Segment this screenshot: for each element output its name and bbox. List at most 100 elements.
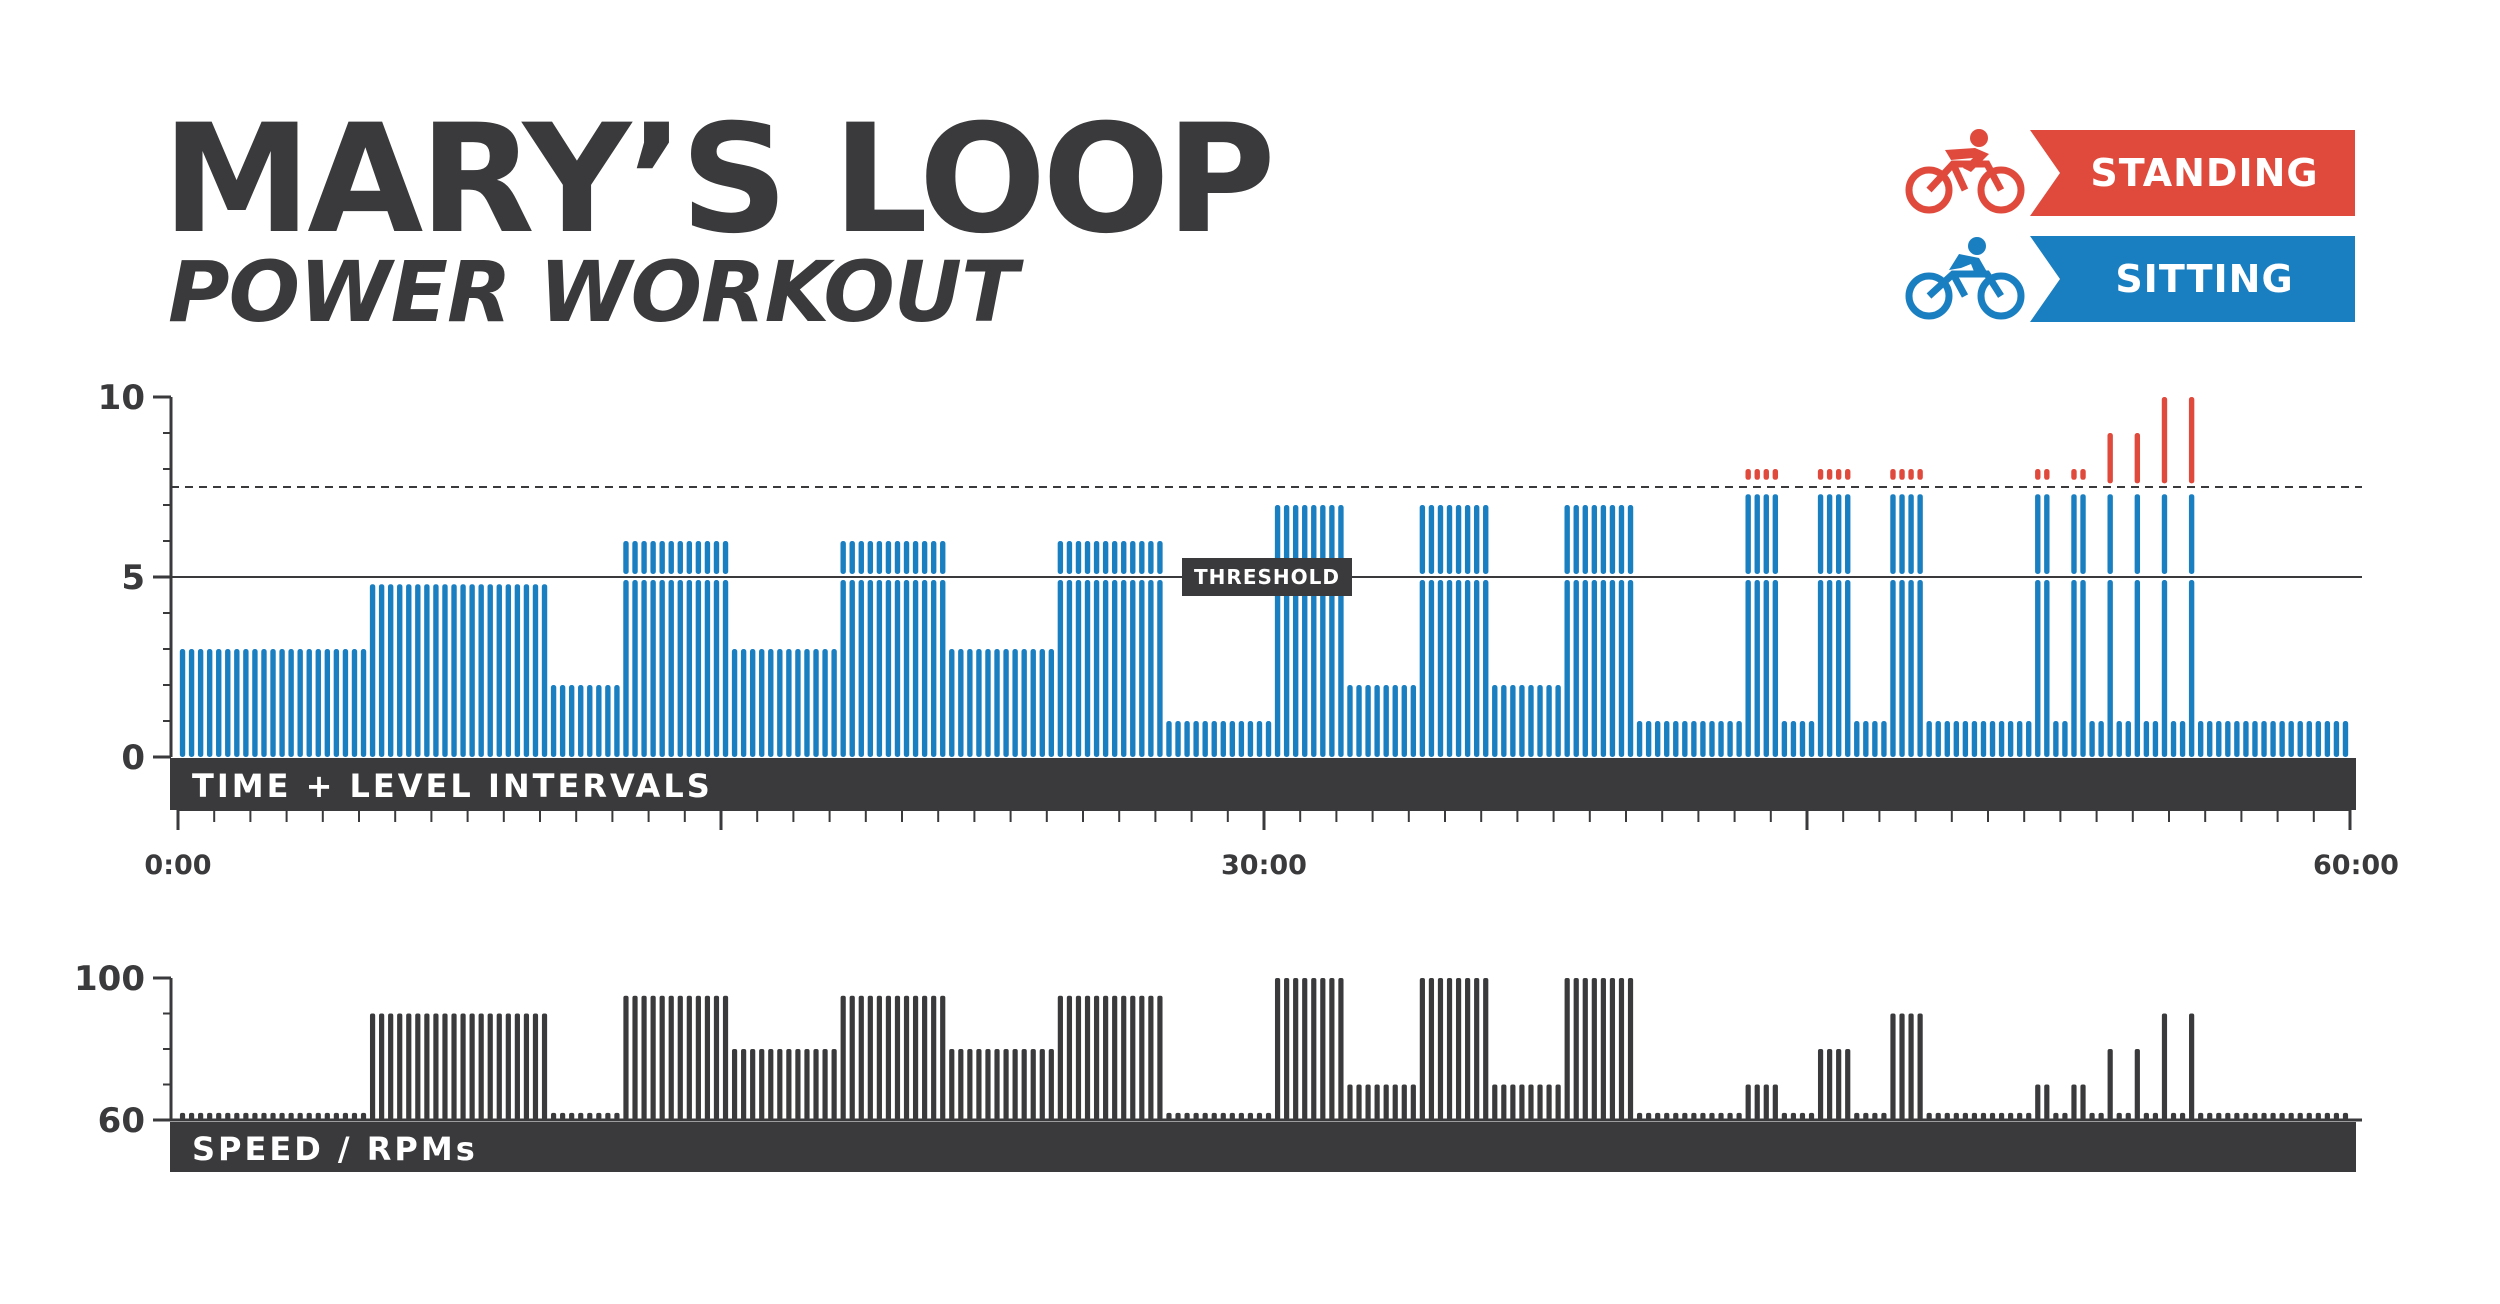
level-bar-upper [885,541,892,574]
time-label-end: 60:00 [2313,850,2399,881]
level-bar [433,584,439,757]
level-bar [1546,685,1552,757]
rpm-bar [1781,1112,1787,1120]
rpm-bar [360,1112,367,1120]
level-bar-upper [840,541,846,574]
rpm-bar [2170,1112,2177,1120]
level-bar-upper [1302,505,1308,574]
level-bar [1537,685,1543,757]
rpm-bar [949,1049,955,1120]
level-bar [2080,580,2086,757]
rpm-bar [2089,1112,2095,1120]
level-bar [632,580,638,757]
level-bar [2007,721,2014,757]
rpm-bar [605,1112,611,1120]
level-bar [1338,580,1344,757]
rpm-bar [2035,1084,2041,1120]
level-bar [1066,580,1073,757]
standing-bar [1908,469,1914,480]
level-bar-upper [930,541,937,574]
level-bar [1682,721,1688,757]
rpm-bar [2161,1013,2168,1120]
standing-bar [2188,397,2195,484]
rpm-bar [1836,1049,1842,1120]
rpm-bar [903,995,910,1120]
rpm-bar [1998,1112,2005,1120]
legend-sitting: SITTING [1905,234,2365,324]
rpm-bar [1184,1112,1190,1120]
rpm-bar [1220,1112,1226,1120]
level-bar [1283,580,1290,757]
rpm-bar [261,1112,267,1120]
level-bar [2116,721,2122,757]
rpm-bar [578,1112,584,1120]
level-bar [1356,685,1362,757]
rpm-bar [1591,978,1597,1120]
level-bar [2324,721,2331,757]
level-bar [1148,580,1154,757]
level-bar [2044,580,2050,757]
level-bar [1483,580,1489,757]
level-bar-upper [1075,541,1082,574]
level-bar [1926,721,1932,757]
level-bar [1709,721,1715,757]
rpm-bar [1103,995,1109,1120]
rpm-bar [2044,1084,2050,1120]
level-bar [2062,721,2068,757]
level-bar [1673,721,1679,757]
rpm-bar [1817,1049,1824,1120]
level-bar [1021,649,1027,757]
level-bar [985,649,991,757]
level-bar [1093,580,1100,757]
level-bar [2342,721,2349,757]
level-bar [1754,580,1760,757]
level-bar-upper [1763,494,1769,574]
level-bar-upper [1890,494,1896,574]
rpm-bar [550,1112,557,1120]
rpm-bar [1718,1112,1724,1120]
level-bar-upper [1817,494,1824,574]
rpm-bar [2143,1112,2149,1120]
level-bar [1030,649,1036,757]
level-bar [1274,580,1281,757]
level-bar [1700,721,1706,757]
rpm-bar [1962,1112,1968,1120]
standing-bar [2161,397,2168,484]
level-bar [722,580,729,757]
rpm-bar [1582,978,1588,1120]
rpm-bar [1166,1112,1172,1120]
level-bar [1519,685,1525,757]
level-bar [1175,721,1181,757]
rpm-bar [994,1049,1000,1120]
rpm-bar [1066,995,1073,1120]
rpm-bar [532,1013,539,1120]
level-bar-upper [1618,505,1625,574]
rpm-bar [813,1049,819,1120]
level-bar [451,584,457,757]
rpm-bar [1953,1112,1959,1120]
rpm-bar [777,1049,783,1120]
level-bar [1627,580,1634,757]
rpm-bar [967,1049,973,1120]
level-chart: THRESHOLD TIME + LEVEL INTERVALS 0 5 10 … [98,378,2399,881]
level-bar-upper [1483,505,1489,574]
rpm-bar [2053,1112,2059,1120]
level-bar-upper [1102,541,1109,574]
level-bar [1899,580,1905,757]
level-bar [243,649,249,757]
level-bars [179,397,2349,757]
level-bar-upper [722,541,729,574]
rpm-bar [1655,1112,1661,1120]
level-bar [1881,721,1887,757]
rpm-bar [867,995,873,1120]
level-bar [2053,721,2059,757]
level-bar [1075,580,1082,757]
level-bar [1781,721,1788,757]
rpm-bar [2342,1112,2349,1120]
level-bar-upper [1111,541,1118,574]
level-bar [487,584,493,757]
rpm-bar [2207,1112,2213,1120]
legend-standing: STANDING [1905,128,2365,218]
level-bar [930,580,937,757]
level-bar [1184,721,1190,757]
